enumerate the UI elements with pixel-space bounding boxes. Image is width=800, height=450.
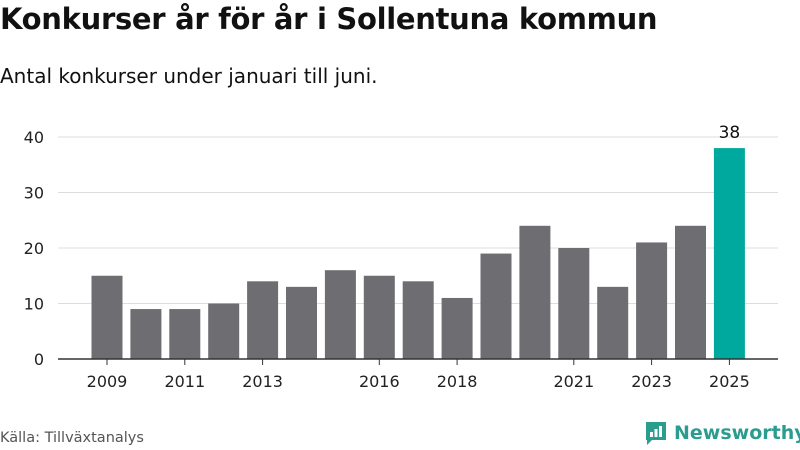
bar-2013 xyxy=(247,281,279,359)
x-tick-label-2011: 2011 xyxy=(164,372,205,391)
chart-subtitle: Antal konkurser under januari till juni. xyxy=(0,64,378,88)
bar-chart: 0 10 20 30 40 2009 2011 2013 2016 2018 2021 2023 202… xyxy=(24,123,778,391)
bar-2015 xyxy=(324,270,356,359)
x-tick-label-2016: 2016 xyxy=(359,372,400,391)
bar-2017 xyxy=(402,281,434,359)
x-tick-label-2013: 2013 xyxy=(242,372,283,391)
y-tick-label-0: 0 xyxy=(34,350,44,369)
bar-2014 xyxy=(286,286,317,359)
bar-2018 xyxy=(441,297,473,359)
bar-2024 xyxy=(675,225,706,359)
bar-2019 xyxy=(480,253,512,359)
x-tick-label-2021: 2021 xyxy=(553,372,594,391)
bar-2010 xyxy=(130,309,162,359)
x-tick-label-2009: 2009 xyxy=(87,372,128,391)
x-tick-label-2023: 2023 xyxy=(631,372,672,391)
bar-2009 xyxy=(91,275,123,359)
x-tick-label-2025: 2025 xyxy=(709,372,750,391)
brand-logo: Newsworthy xyxy=(644,420,800,446)
y-tick-label-40: 40 xyxy=(24,128,44,147)
bar-2022 xyxy=(597,286,629,359)
newsworthy-logo-icon xyxy=(646,422,666,445)
bar-2025 xyxy=(713,148,745,359)
bar-2020 xyxy=(519,225,551,359)
bar-2021 xyxy=(558,248,590,359)
y-tick-label-20: 20 xyxy=(24,239,44,258)
bar-2012 xyxy=(208,303,240,359)
source-note: Källa: Tillväxtanalys xyxy=(0,430,144,446)
x-tick-label-2018: 2018 xyxy=(437,372,478,391)
bar-2023 xyxy=(636,242,668,359)
data-label-2025: 38 xyxy=(719,123,741,143)
chart-title: Konkurser år för år i Sollentuna kommun xyxy=(0,2,658,36)
bar-2016 xyxy=(363,275,395,359)
bar-2011 xyxy=(169,309,201,359)
y-tick-label-10: 10 xyxy=(24,295,44,314)
brand-name: Newsworthy xyxy=(674,422,800,444)
y-tick-label-30: 30 xyxy=(24,184,44,203)
